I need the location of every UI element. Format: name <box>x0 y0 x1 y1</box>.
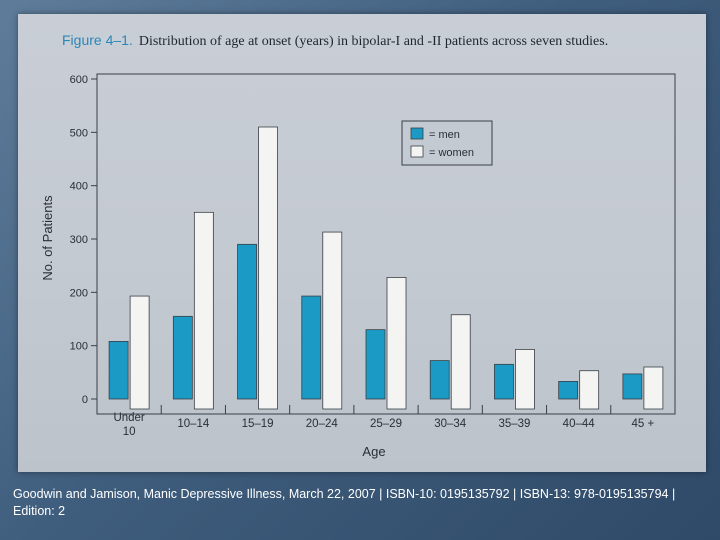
bar-men-4 <box>365 329 386 400</box>
x-axis-label: Age <box>362 444 385 459</box>
y-tick-label: 100 <box>70 341 88 353</box>
bar-women-4 <box>386 276 407 410</box>
x-tick-label: 35–39 <box>498 418 530 430</box>
bar-men-6 <box>494 363 514 400</box>
figure-title-text: Distribution of age at onset (years) in … <box>138 34 609 49</box>
y-tick-label: 600 <box>70 74 88 86</box>
bar-women-2 <box>258 126 278 410</box>
x-tick-label: 15–19 <box>242 418 274 430</box>
bar-men-8 <box>622 373 643 400</box>
legend-swatch-women <box>410 145 424 158</box>
y-tick-label: 400 <box>70 181 88 193</box>
x-tick-label: 45 + <box>632 418 655 430</box>
plot-frame <box>96 73 676 415</box>
bar-women-8 <box>643 366 664 410</box>
bar-men-3 <box>301 295 322 400</box>
bar-women-0 <box>129 295 150 410</box>
x-tick-label: 10–14 <box>177 418 210 430</box>
y-tick-label: 300 <box>70 234 88 246</box>
y-tick-label: 200 <box>70 287 88 299</box>
bar-women-1 <box>193 211 214 410</box>
x-axis: Under 10 10–14 15–19 20–24 25–29 30–34 35–39 40–… <box>113 405 655 438</box>
legend-label-men: = men <box>429 129 460 141</box>
y-tick-label: 0 <box>82 394 88 406</box>
source-caption: Goodwin and Jamison, Manic Depressive Il… <box>13 487 676 518</box>
y-axis: 0 100 200 300 400 500 600 <box>70 74 97 406</box>
bar-women-6 <box>515 348 535 410</box>
y-tick-label: 500 <box>70 127 88 139</box>
x-tick-label: 30–34 <box>434 418 467 430</box>
bar-men-7 <box>558 380 579 400</box>
y-axis-label: No. of Patients <box>40 195 55 281</box>
bar-men-2 <box>237 243 257 400</box>
bar-men-1 <box>172 315 193 400</box>
figure-number: Figure 4–1. <box>62 32 133 48</box>
legend-swatch-men <box>410 127 424 140</box>
legend: = men = women <box>401 120 493 166</box>
bar-men-5 <box>429 360 450 400</box>
x-tick-label: 20–24 <box>306 418 339 430</box>
bar-women-5 <box>450 314 471 410</box>
bar-women-7 <box>579 370 600 410</box>
bar-women-3 <box>322 231 343 410</box>
figure-title: Figure 4–1. Distribution of age at onset … <box>62 32 682 50</box>
x-tick-label: 40–44 <box>563 418 596 430</box>
bars-group <box>108 126 664 410</box>
bar-men-0 <box>108 340 129 400</box>
x-tick-label: Under 10 <box>113 412 144 438</box>
x-tick-label: 25–29 <box>370 418 402 430</box>
legend-label-women: = women <box>429 147 474 159</box>
